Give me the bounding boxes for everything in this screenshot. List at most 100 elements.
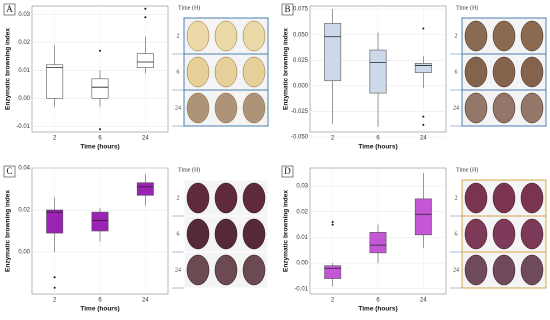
sample-photo: [464, 218, 488, 250]
sample-photo: [492, 182, 516, 214]
box: [369, 49, 387, 94]
y-axis-label: Enzymatic browning index: [283, 28, 290, 110]
sample-photo: [214, 254, 238, 286]
y-tick-label: 0.00: [296, 261, 308, 267]
sample-photo: [186, 20, 210, 52]
x-axis-label: Time (hours): [358, 144, 397, 151]
sample-photo: [214, 182, 238, 214]
photo-row-label: 2: [455, 195, 458, 201]
panel-label-box: [3, 165, 16, 178]
x-axis-label: Time (hours): [80, 306, 119, 313]
sample-photo: [242, 218, 266, 250]
y-tick-label: 0.03: [296, 184, 308, 190]
y-tick-label: 0.01: [18, 68, 30, 74]
y-tick-label: 0.02: [18, 40, 30, 46]
sample-photo: [186, 92, 210, 124]
sample-photo: [492, 20, 516, 52]
y-tick-label: 0.04: [18, 166, 30, 172]
x-tick-label: 6: [376, 298, 380, 304]
y-tick-label: 0.000: [293, 83, 309, 89]
sample-photo: [242, 20, 266, 52]
outlier: [422, 123, 425, 126]
y-axis-label: Enzymatic browning index: [5, 28, 12, 110]
box: [46, 64, 64, 99]
y-tick-label: 0.075: [293, 7, 309, 13]
photo-title: Time (H): [456, 166, 478, 173]
sample-photo: [186, 56, 210, 88]
outlier: [53, 286, 56, 289]
sample-photo: [242, 254, 266, 286]
sample-photo: [520, 182, 544, 214]
sample-photo: [464, 20, 488, 52]
box: [91, 78, 109, 99]
photo-row-label: 24: [453, 267, 459, 273]
x-tick-label: 2: [53, 136, 57, 142]
box: [46, 209, 64, 234]
y-tick-label: 0.02: [296, 209, 308, 215]
sample-photo: [214, 56, 238, 88]
photo-row-label: 6: [455, 69, 458, 75]
photo-title: Time (H): [456, 4, 478, 11]
sample-photo: [186, 182, 210, 214]
sample-photo: [492, 254, 516, 286]
x-tick-label: 2: [331, 298, 335, 304]
photo-row-label: 2: [177, 195, 180, 201]
sample-photo: [186, 254, 210, 286]
sample-photo: [242, 92, 266, 124]
box: [324, 265, 342, 279]
y-tick-label: 0.050: [293, 32, 309, 38]
x-tick-label: 2: [331, 136, 335, 142]
sample-photo: [464, 92, 488, 124]
x-tick-label: 6: [98, 298, 102, 304]
panel-label-box: [281, 3, 294, 16]
photo-title: Time (H): [178, 4, 200, 11]
y-tick-label: 0.02: [18, 208, 30, 214]
box: [369, 231, 387, 254]
sample-photo: [214, 20, 238, 52]
photo-row-label: 2: [455, 33, 458, 39]
sample-photo: [242, 182, 266, 214]
photo-row-label: 6: [177, 231, 180, 237]
outlier: [144, 16, 147, 19]
x-tick-label: 24: [420, 136, 427, 142]
sample-photo: [520, 20, 544, 52]
panel-label-box: [3, 3, 16, 16]
box: [136, 53, 154, 68]
x-tick-label: 24: [420, 298, 427, 304]
y-tick-label: 0.00: [18, 96, 30, 102]
outlier: [99, 49, 101, 52]
x-tick-label: 6: [98, 136, 102, 142]
photo-row-label: 2: [177, 33, 180, 39]
photo-row-label: 24: [175, 105, 181, 111]
box: [136, 182, 154, 196]
photo-row-label: 6: [177, 69, 180, 75]
photo-title: Time (H): [178, 166, 200, 173]
sample-photo: [520, 92, 544, 124]
sample-photo: [520, 218, 544, 250]
panel-label: C: [6, 166, 12, 176]
outlier: [331, 223, 334, 226]
sample-photo: [242, 56, 266, 88]
y-tick-label: -0.025: [291, 109, 309, 115]
outlier: [422, 27, 425, 30]
sample-photo: [464, 182, 488, 214]
sample-photo: [520, 254, 544, 286]
y-tick-label: 0.03: [18, 12, 30, 18]
box: [414, 198, 432, 236]
outlier: [53, 276, 56, 279]
box: [414, 63, 432, 73]
sample-photo: [214, 218, 238, 250]
sample-photo: [464, 254, 488, 286]
sample-photo: [492, 92, 516, 124]
sample-photo: [492, 218, 516, 250]
y-tick-label: 0.025: [293, 58, 309, 64]
sample-photo: [520, 56, 544, 88]
y-tick-label: 0.00: [18, 250, 30, 256]
box: [91, 211, 109, 232]
y-axis-label: Enzymatic browning index: [283, 190, 290, 272]
x-tick-label: 2: [53, 298, 57, 304]
y-tick-label: -0.01: [294, 286, 308, 292]
x-tick-label: 24: [142, 136, 149, 142]
x-tick-label: 6: [376, 136, 380, 142]
